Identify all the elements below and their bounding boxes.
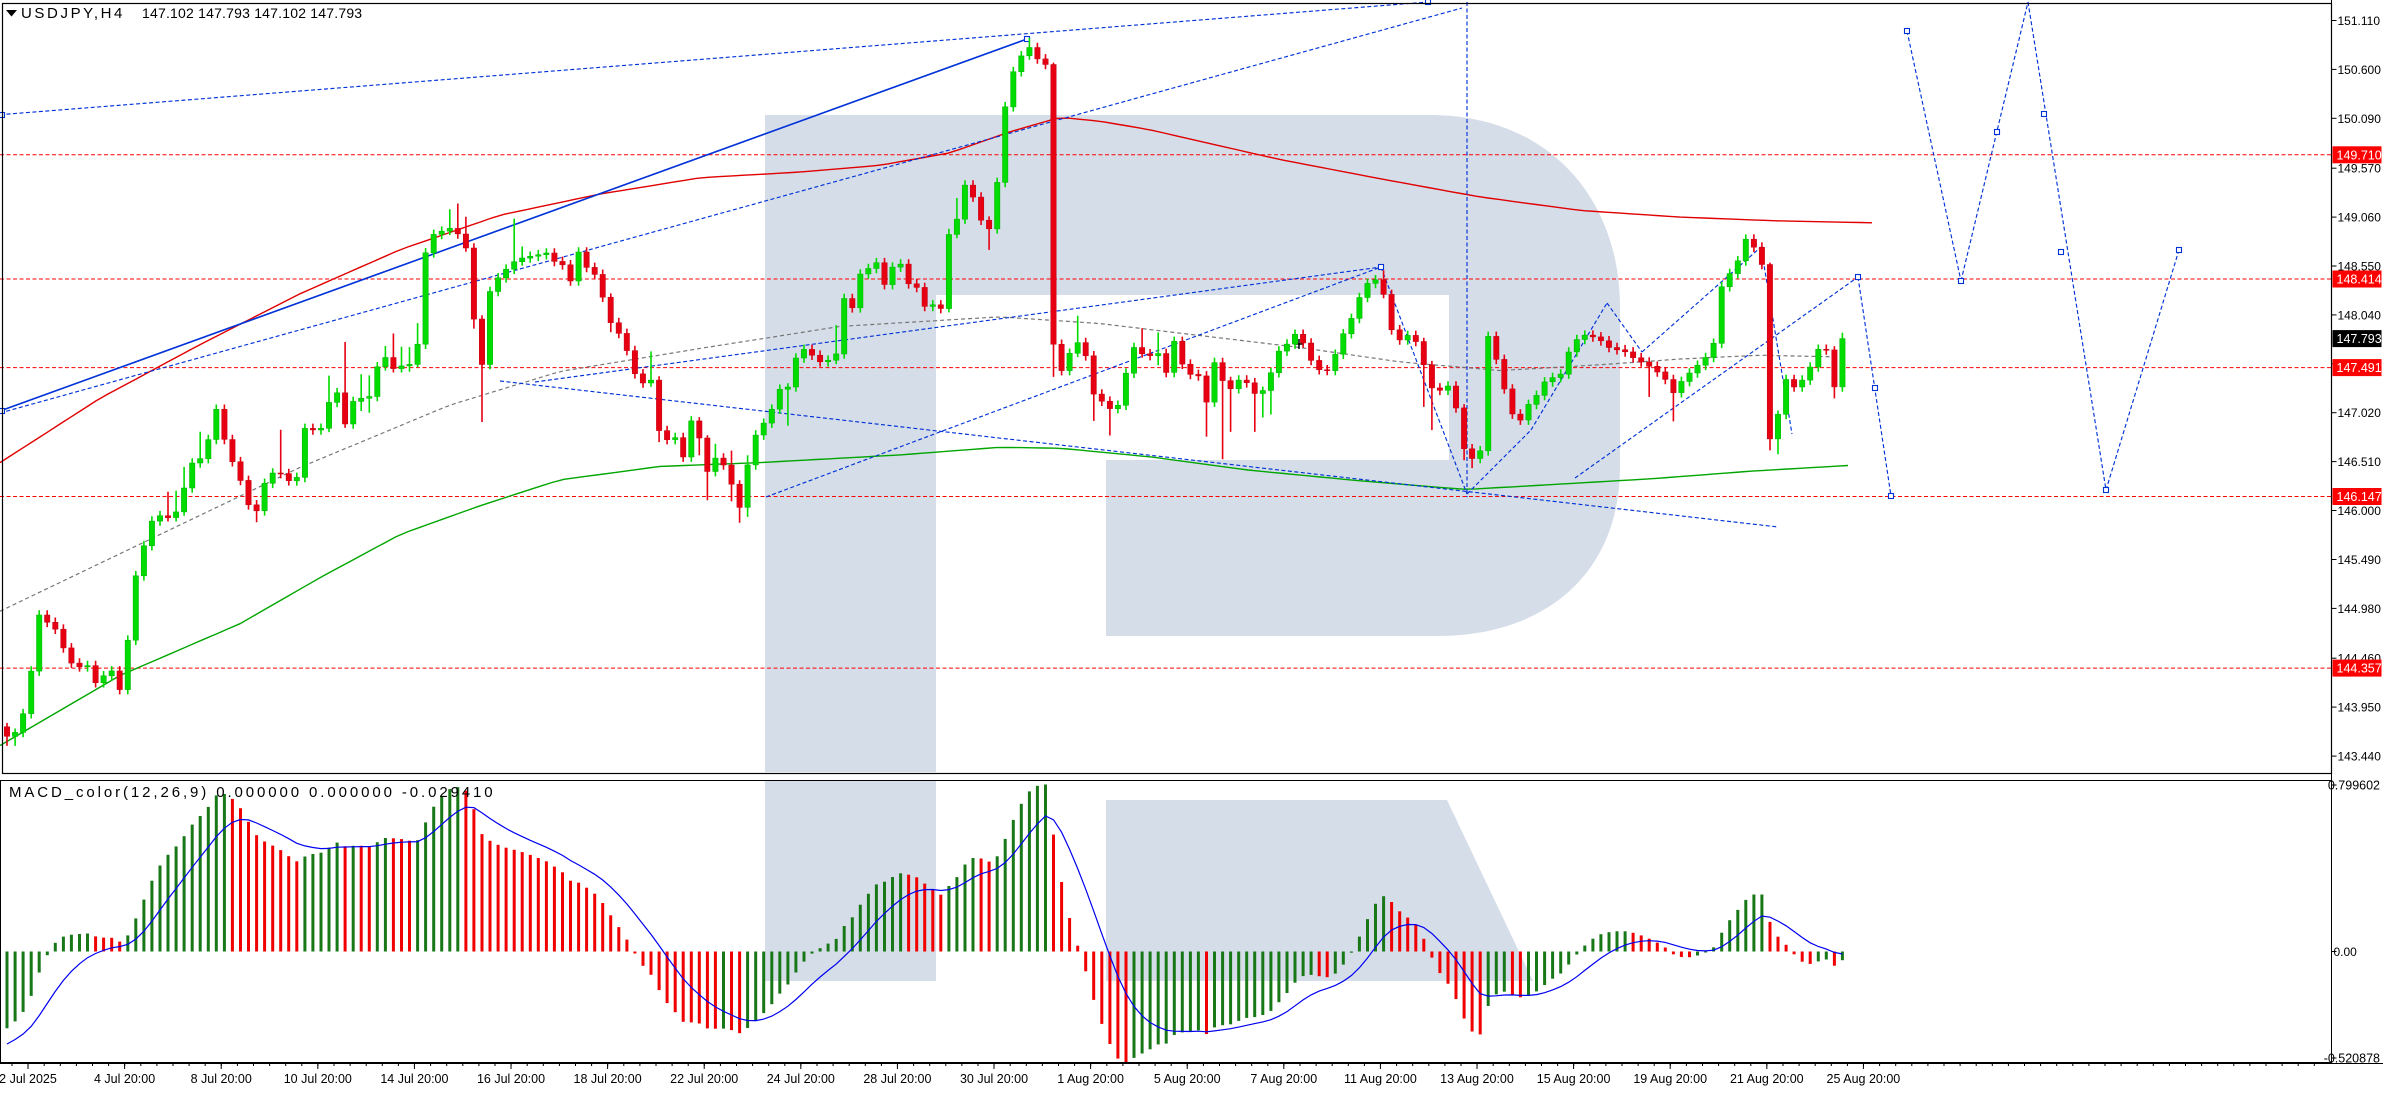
- svg-text:143.440: 143.440: [2338, 750, 2382, 764]
- svg-text:24 Jul 20:00: 24 Jul 20:00: [767, 1072, 835, 1086]
- svg-text:147.491: 147.491: [2337, 361, 2382, 375]
- svg-text:4 Jul 20:00: 4 Jul 20:00: [94, 1072, 155, 1086]
- svg-text:150.090: 150.090: [2338, 112, 2382, 126]
- svg-text:14 Jul 20:00: 14 Jul 20:00: [380, 1072, 448, 1086]
- svg-text:144.980: 144.980: [2338, 602, 2382, 616]
- svg-text:146.147: 146.147: [2337, 490, 2382, 504]
- svg-text:144.357: 144.357: [2337, 662, 2382, 676]
- svg-text:MACD_color(12,26,9) 0.000000 0: MACD_color(12,26,9) 0.000000 0.000000 -0…: [9, 784, 496, 801]
- svg-text:-0.520878: -0.520878: [2324, 1052, 2380, 1066]
- svg-text:145.490: 145.490: [2338, 553, 2382, 567]
- svg-text:0.799602: 0.799602: [2328, 779, 2380, 793]
- svg-text:18 Jul 20:00: 18 Jul 20:00: [574, 1072, 642, 1086]
- svg-text:5 Aug 20:00: 5 Aug 20:00: [1154, 1072, 1221, 1086]
- svg-text:2 Jul 2025: 2 Jul 2025: [0, 1072, 57, 1086]
- svg-text:149.710: 149.710: [2337, 148, 2382, 162]
- svg-text:147.102 147.793 147.102 147.79: 147.102 147.793 147.102 147.793: [142, 5, 362, 21]
- svg-text:148.414: 148.414: [2337, 273, 2382, 287]
- svg-text:19 Aug 20:00: 19 Aug 20:00: [1633, 1072, 1707, 1086]
- svg-text:21 Aug 20:00: 21 Aug 20:00: [1730, 1072, 1804, 1086]
- svg-text:8 Jul 20:00: 8 Jul 20:00: [191, 1072, 252, 1086]
- svg-text:151.110: 151.110: [2338, 14, 2381, 28]
- svg-text:148.550: 148.550: [2338, 260, 2382, 274]
- svg-text:147.020: 147.020: [2338, 406, 2382, 420]
- svg-text:25 Aug 20:00: 25 Aug 20:00: [1827, 1072, 1901, 1086]
- svg-text:11 Aug 20:00: 11 Aug 20:00: [1344, 1072, 1417, 1086]
- svg-text:22 Jul 20:00: 22 Jul 20:00: [670, 1072, 738, 1086]
- svg-text:1 Aug 20:00: 1 Aug 20:00: [1057, 1072, 1124, 1086]
- svg-text:150.600: 150.600: [2338, 63, 2382, 77]
- svg-text:16 Jul 20:00: 16 Jul 20:00: [477, 1072, 545, 1086]
- svg-text:13 Aug 20:00: 13 Aug 20:00: [1440, 1072, 1514, 1086]
- svg-text:15 Aug 20:00: 15 Aug 20:00: [1537, 1072, 1611, 1086]
- svg-text:148.040: 148.040: [2338, 308, 2382, 322]
- svg-text:149.060: 149.060: [2338, 211, 2382, 225]
- svg-text:147.793: 147.793: [2337, 332, 2382, 346]
- svg-text:146.510: 146.510: [2338, 455, 2382, 469]
- svg-text:0.00: 0.00: [2334, 945, 2358, 959]
- svg-text:30 Jul 20:00: 30 Jul 20:00: [960, 1072, 1028, 1086]
- svg-text:143.950: 143.950: [2338, 701, 2382, 715]
- svg-text:10 Jul 20:00: 10 Jul 20:00: [284, 1072, 352, 1086]
- svg-text:28 Jul 20:00: 28 Jul 20:00: [863, 1072, 931, 1086]
- svg-text:USDJPY,H4: USDJPY,H4: [21, 5, 125, 22]
- svg-text:149.570: 149.570: [2338, 162, 2382, 176]
- svg-text:7 Aug 20:00: 7 Aug 20:00: [1250, 1072, 1317, 1086]
- svg-text:146.000: 146.000: [2338, 504, 2382, 518]
